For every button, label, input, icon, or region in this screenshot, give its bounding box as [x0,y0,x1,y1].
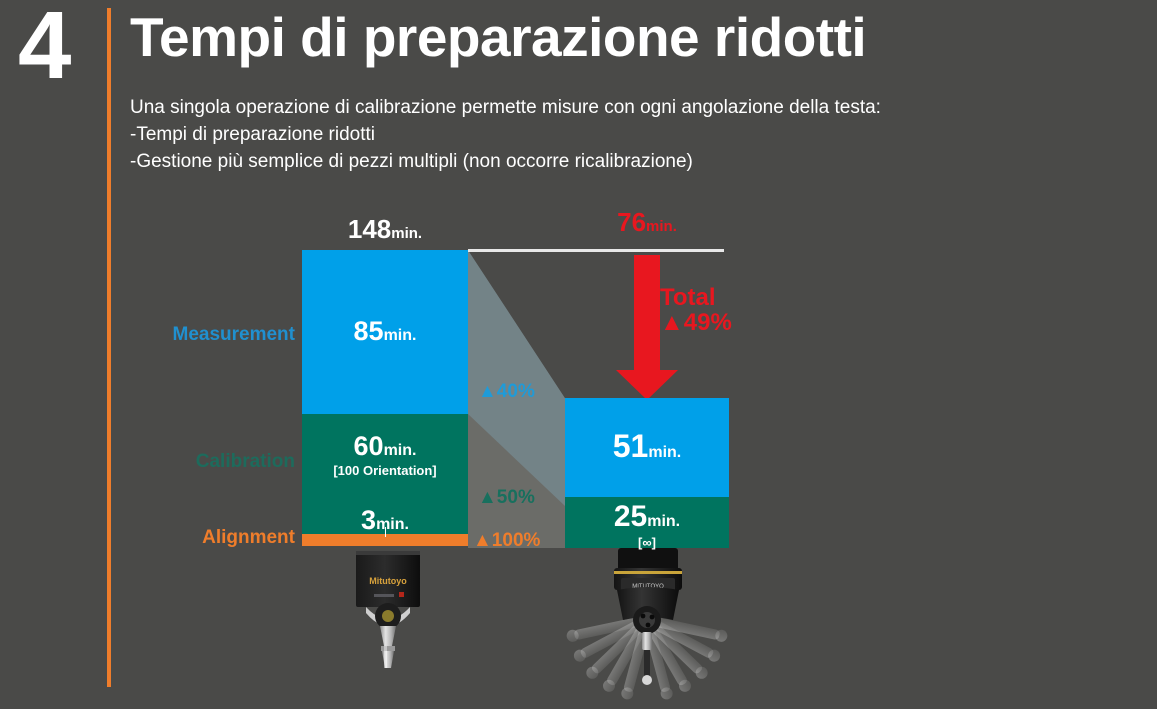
value-right-calibration-unit: min. [647,513,681,530]
total-reduction-line2: ▲49% [660,309,732,337]
category-label-calibration: Calibration [195,451,295,472]
svg-text:Mitutoyo: Mitutoyo [369,576,407,586]
value-left-calibration-unit: min. [383,442,417,459]
right-probe-image: MITUTOYO [566,548,728,700]
bar-left-measurement [302,250,468,414]
bar-left-calibration [302,414,468,534]
total-reduction-note: Total ▲49% [660,284,732,337]
subtitle-line-3: -Gestione più semplice di pezzi multipli… [130,150,693,172]
value-left-calibration: 60min. [100 Orientation] [302,431,468,478]
value-right-calibration-note: [∞] [638,535,656,550]
value-left-alignment: 3min. [302,505,468,536]
value-right-measurement-unit: min. [648,444,682,461]
value-left-calibration-number: 60 [353,431,384,461]
subtitle-block: Una singola operazione di calibrazione p… [130,95,881,176]
total-left-label: 148min. [302,214,468,245]
value-right-measurement: 51min. [565,428,729,465]
bar-right-measurement [565,398,729,497]
total-reference-line [468,249,724,252]
value-right-calibration-number: 25 [613,500,648,533]
value-right-calibration: 25min. [∞] [565,500,729,550]
value-left-calibration-note: [100 Orientation] [333,463,437,478]
value-right-measurement-number: 51 [612,428,649,464]
total-right-unit: min. [646,218,677,235]
total-reduction-line1: Total [660,284,716,311]
subtitle-line-1: Una singola operazione di calibrazione p… [130,97,881,118]
value-left-alignment-number: 3 [361,505,377,535]
value-left-measurement: 85min. [302,316,468,347]
vertical-accent-rule [107,8,111,687]
category-label-alignment: Alignment [202,527,295,548]
bar-right-calibration [565,497,729,548]
connector-calibration [468,414,565,548]
total-left-value: 148 [347,214,392,244]
category-label-measurement: Measurement [172,324,296,345]
value-left-measurement-unit: min. [383,327,417,344]
stylus-fan [566,615,728,700]
bar-left-alignment [302,534,468,546]
value-left-measurement-number: 85 [353,316,384,346]
subtitle-line-2: -Tempi di preparazione ridotti [130,123,376,145]
slide-number: 4 [18,0,71,99]
total-left-unit: min. [391,225,423,242]
value-left-alignment-unit: min. [376,516,409,533]
left-probe-image: Mitutoyo [356,551,420,668]
total-right-value: 76 [617,207,647,237]
reduction-alignment: ▲100% [473,530,541,551]
reduction-calibration: ▲50% [478,487,535,508]
reduction-measurement: ▲40% [478,381,535,402]
alignment-leader-line [385,527,386,537]
total-right-label: 76min. [565,207,729,238]
svg-text:MITUTOYO: MITUTOYO [632,584,664,590]
page-title: Tempi di preparazione ridotti [130,6,867,68]
